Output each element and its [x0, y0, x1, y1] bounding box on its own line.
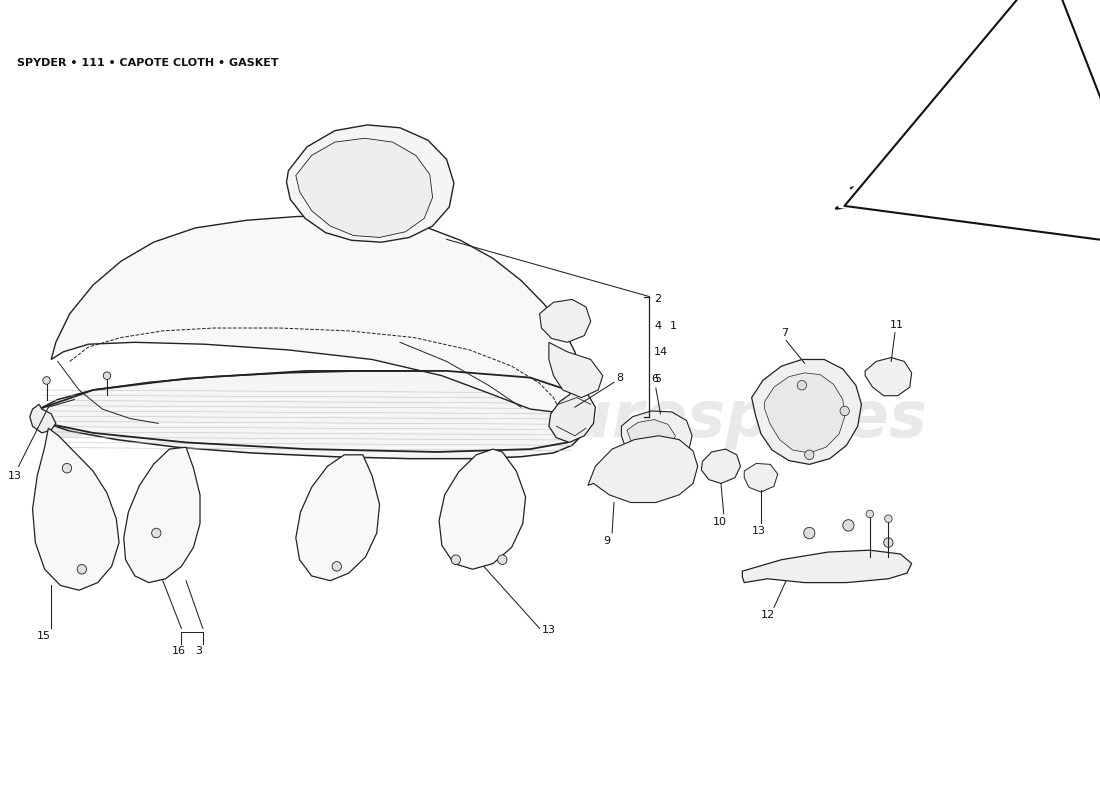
Circle shape — [840, 406, 849, 416]
Circle shape — [798, 381, 806, 390]
Text: 15: 15 — [37, 631, 52, 641]
Text: 13: 13 — [751, 526, 766, 536]
Text: 2: 2 — [654, 294, 661, 305]
Text: 12: 12 — [761, 610, 776, 620]
Circle shape — [866, 510, 873, 518]
Circle shape — [332, 562, 341, 571]
Polygon shape — [587, 436, 697, 502]
Text: 11: 11 — [889, 320, 903, 330]
Circle shape — [805, 450, 814, 459]
Polygon shape — [549, 342, 603, 398]
Circle shape — [843, 520, 854, 531]
Circle shape — [43, 377, 51, 384]
Text: 13: 13 — [8, 471, 21, 481]
Text: 3: 3 — [196, 646, 202, 656]
Polygon shape — [40, 371, 587, 458]
Text: 4: 4 — [654, 321, 661, 331]
Circle shape — [883, 538, 893, 547]
Text: 16: 16 — [172, 646, 186, 656]
Polygon shape — [30, 404, 56, 433]
Circle shape — [77, 565, 87, 574]
Polygon shape — [625, 457, 681, 491]
Circle shape — [103, 372, 111, 379]
Polygon shape — [745, 463, 778, 492]
Text: 1: 1 — [670, 321, 676, 331]
Text: 14: 14 — [654, 347, 668, 357]
Polygon shape — [549, 388, 595, 442]
Polygon shape — [286, 125, 454, 242]
Text: 10: 10 — [713, 517, 727, 526]
Circle shape — [152, 528, 161, 538]
Polygon shape — [764, 373, 845, 453]
Text: 9: 9 — [603, 536, 609, 546]
Circle shape — [451, 555, 461, 565]
Circle shape — [804, 527, 815, 538]
Circle shape — [497, 555, 507, 565]
Polygon shape — [123, 447, 200, 582]
Text: eurospares: eurospares — [524, 387, 927, 450]
Text: 7: 7 — [781, 328, 789, 338]
Polygon shape — [702, 449, 740, 483]
Polygon shape — [751, 359, 861, 464]
Text: 6: 6 — [651, 374, 658, 383]
Circle shape — [884, 515, 892, 522]
Polygon shape — [33, 428, 119, 590]
Polygon shape — [627, 419, 675, 454]
Polygon shape — [865, 358, 912, 396]
Polygon shape — [540, 299, 591, 342]
Text: 13: 13 — [541, 626, 556, 635]
Text: 5: 5 — [654, 374, 661, 383]
Polygon shape — [742, 550, 912, 582]
Polygon shape — [439, 449, 526, 570]
Polygon shape — [835, 161, 935, 209]
Polygon shape — [296, 455, 380, 581]
Polygon shape — [296, 138, 432, 238]
Circle shape — [63, 463, 72, 473]
Text: 8: 8 — [616, 373, 623, 382]
Polygon shape — [621, 411, 692, 464]
Text: SPYDER • 111 • CAPOTE CLOTH • GASKET: SPYDER • 111 • CAPOTE CLOTH • GASKET — [16, 58, 278, 68]
Text: eurospares: eurospares — [50, 387, 453, 450]
Polygon shape — [52, 217, 582, 412]
